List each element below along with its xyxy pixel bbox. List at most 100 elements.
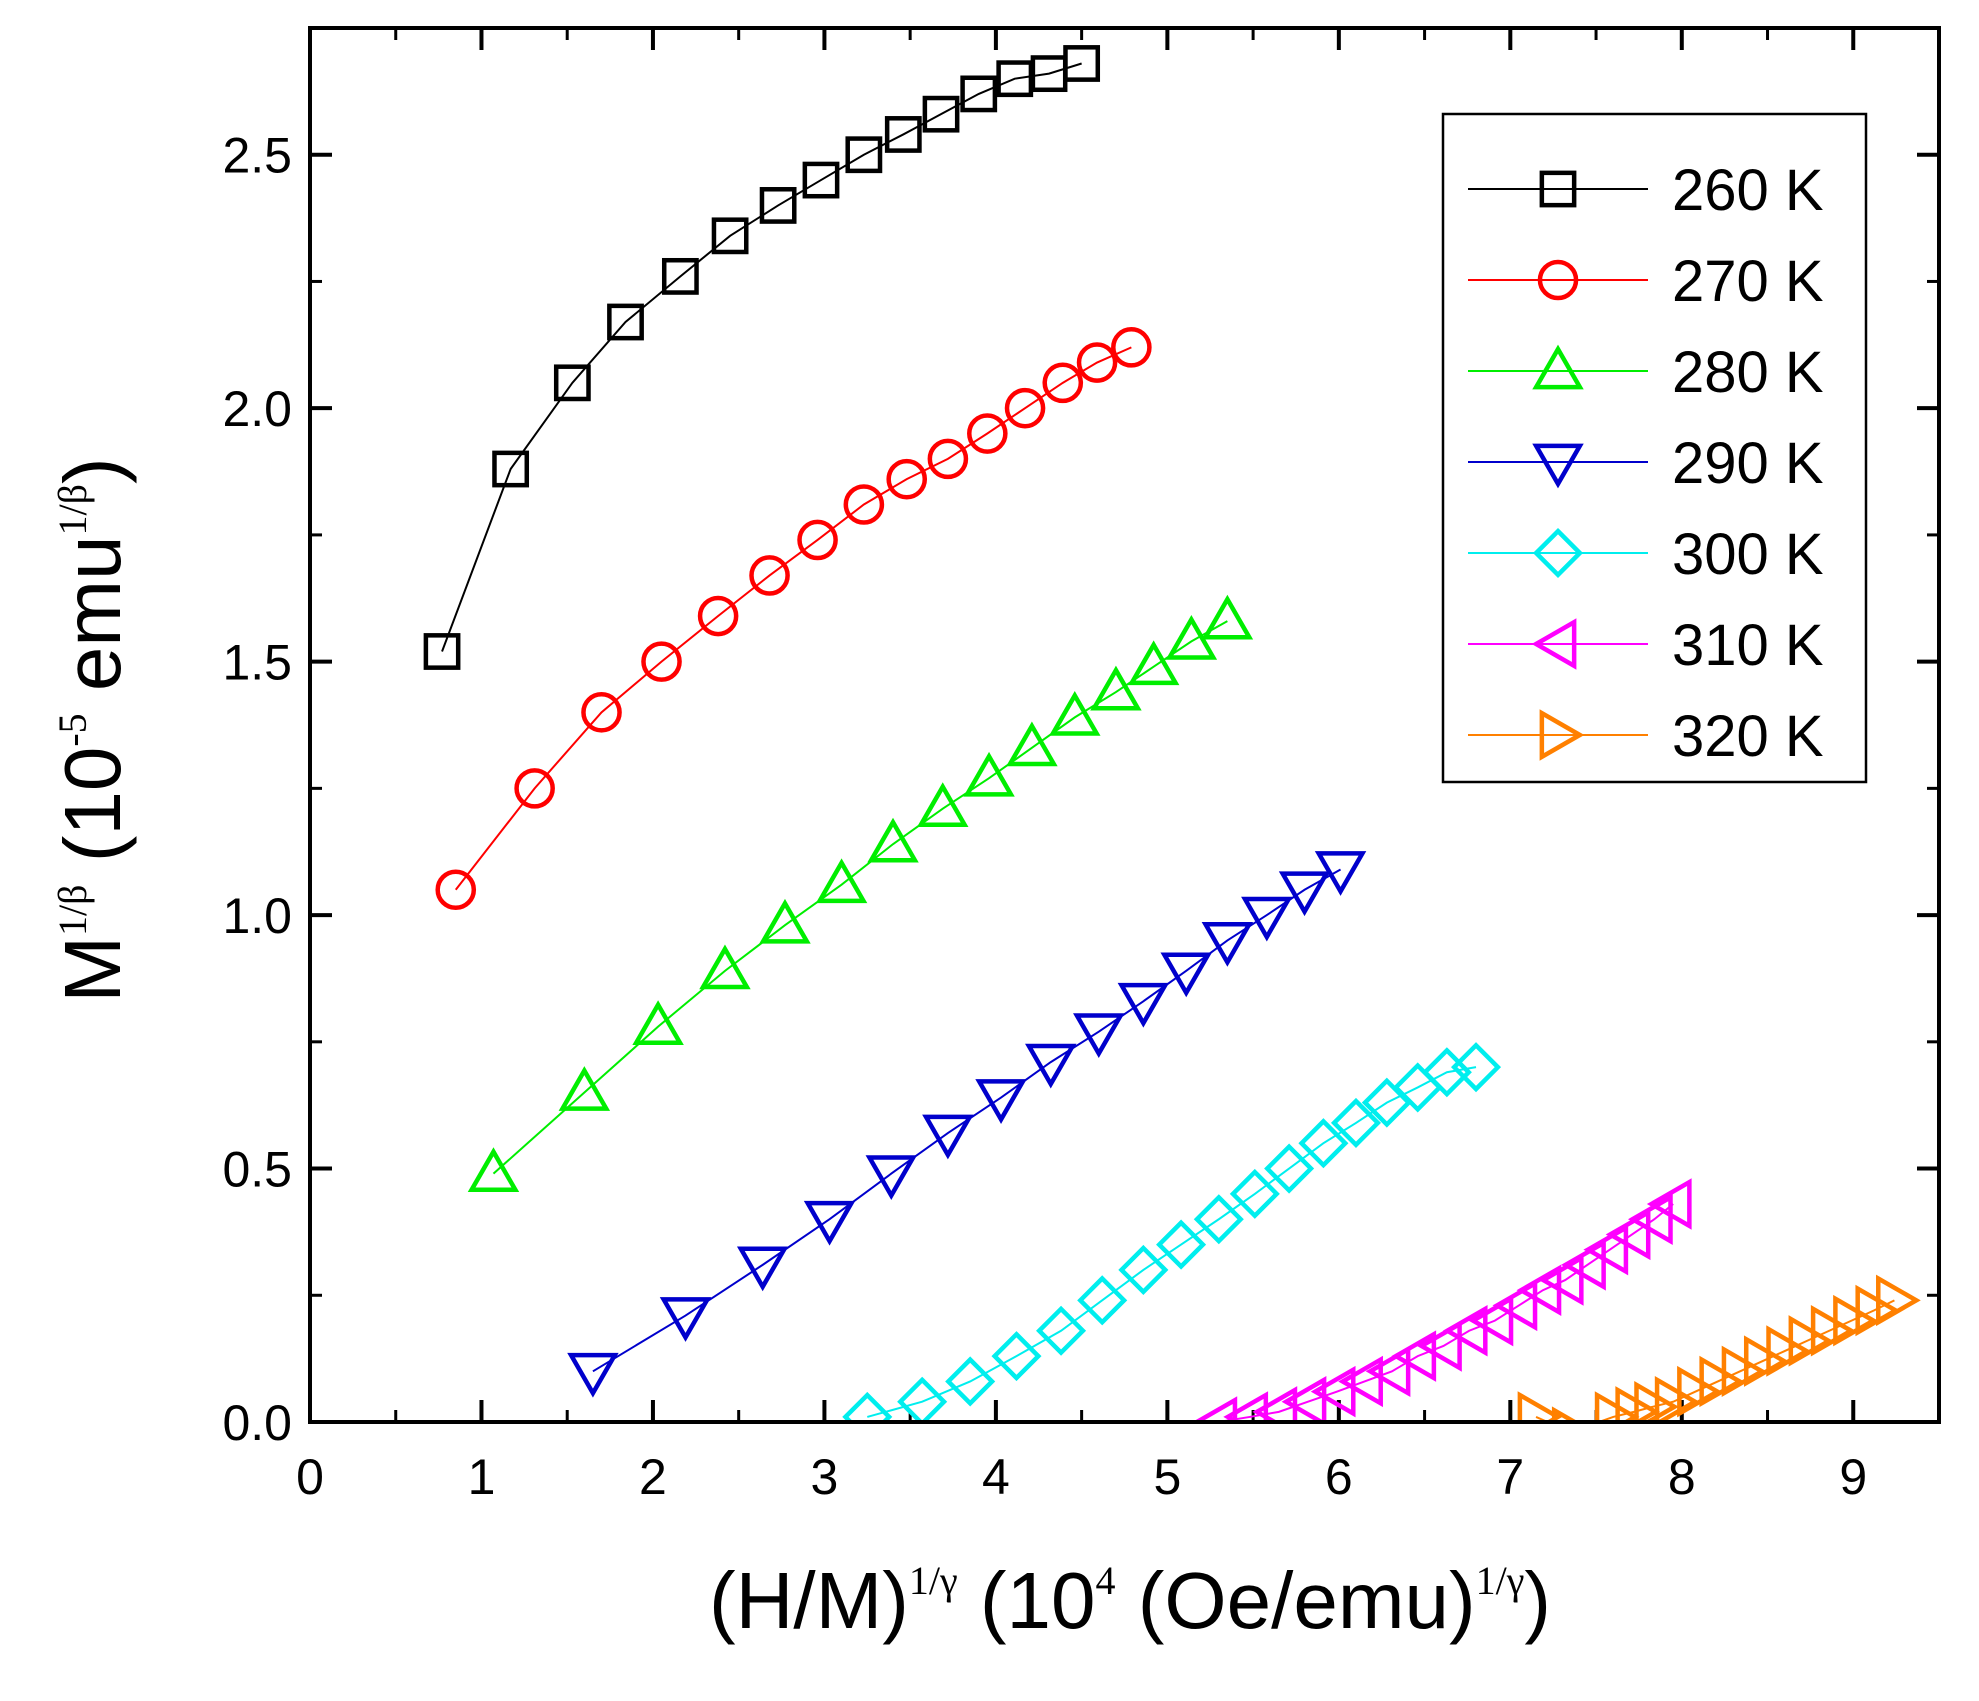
data-point bbox=[1036, 1305, 1087, 1356]
data-point bbox=[1193, 1194, 1244, 1245]
data-point bbox=[1338, 1355, 1383, 1408]
data-point bbox=[1391, 1330, 1437, 1382]
x-tick-label: 8 bbox=[1668, 1449, 1696, 1505]
data-point bbox=[991, 1331, 1042, 1382]
legend-marker bbox=[1539, 170, 1577, 208]
series-320-k bbox=[1517, 1274, 1921, 1422]
data-point bbox=[492, 450, 530, 488]
legend-item: 290 K bbox=[1468, 431, 1824, 496]
data-point bbox=[1111, 327, 1152, 368]
data-point bbox=[1117, 982, 1170, 1028]
data-point bbox=[581, 692, 622, 733]
data-point bbox=[736, 1246, 789, 1292]
data-point bbox=[514, 768, 555, 809]
legend-label: 290 K bbox=[1672, 431, 1824, 496]
legend-marker bbox=[1532, 443, 1584, 489]
series-300-k bbox=[842, 1042, 1502, 1422]
data-point bbox=[1025, 1043, 1077, 1089]
data-point bbox=[1646, 1178, 1692, 1230]
data-point bbox=[1492, 1279, 1538, 1332]
data-point bbox=[897, 1376, 948, 1422]
data-point bbox=[558, 1066, 611, 1111]
data-point bbox=[1605, 1208, 1651, 1261]
legend-label: 270 K bbox=[1672, 249, 1824, 314]
series-line bbox=[1218, 1203, 1674, 1422]
y-tick-label: 0.0 bbox=[222, 1395, 292, 1451]
data-point bbox=[467, 1147, 520, 1193]
data-point bbox=[553, 364, 591, 402]
x-tick-label: 2 bbox=[639, 1449, 667, 1505]
x-tick-label: 6 bbox=[1325, 1449, 1353, 1505]
data-point bbox=[567, 1352, 619, 1398]
data-point bbox=[884, 116, 922, 153]
data-point bbox=[1468, 1294, 1514, 1347]
x-axis-label: (H/M)1/γ (104 (Oe/emu)1/γ) bbox=[709, 1556, 1551, 1645]
legend-item: 300 K bbox=[1468, 522, 1824, 587]
tick-labels: 0 1 2 3 4 5 6 7 8 9 0.0 0.5 1.0 1.5 2.0 2.5 bbox=[222, 128, 1867, 1505]
y-tick-label: 0.5 bbox=[222, 1142, 292, 1198]
data-point bbox=[1421, 1047, 1472, 1098]
series-310-k bbox=[1192, 1178, 1692, 1422]
legend-item: 260 K bbox=[1468, 158, 1824, 223]
data-point bbox=[1192, 1396, 1238, 1422]
data-point bbox=[1076, 342, 1118, 383]
data-point bbox=[963, 751, 1015, 797]
data-point bbox=[1788, 1315, 1834, 1367]
data-point bbox=[1517, 1391, 1563, 1422]
data-point bbox=[1049, 691, 1101, 736]
data-point bbox=[1073, 1013, 1125, 1059]
legend-item: 280 K bbox=[1468, 340, 1824, 405]
legend: 260 K 270 K 280 K 290 K 300 K 310 K 320 K bbox=[1441, 112, 1868, 784]
data-point bbox=[1201, 922, 1254, 967]
data-point bbox=[1450, 1042, 1502, 1093]
data-point bbox=[916, 782, 969, 828]
data-point bbox=[1229, 1168, 1280, 1219]
series-260-k bbox=[423, 45, 1101, 670]
legend-item: 310 K bbox=[1468, 613, 1824, 678]
data-point bbox=[659, 1297, 712, 1342]
data-point bbox=[797, 519, 838, 561]
series-line bbox=[441, 62, 1082, 652]
data-point bbox=[1004, 387, 1046, 429]
data-point bbox=[1278, 871, 1331, 917]
legend-label: 280 K bbox=[1672, 340, 1824, 405]
x-tick-label: 3 bbox=[811, 1449, 839, 1505]
data-point bbox=[1252, 1386, 1298, 1422]
data-point bbox=[1876, 1274, 1921, 1327]
legend-label: 300 K bbox=[1672, 522, 1824, 587]
x-tick-label: 9 bbox=[1839, 1449, 1867, 1505]
data-point bbox=[697, 595, 739, 637]
legend-label: 260 K bbox=[1672, 158, 1824, 223]
x-tick-label: 0 bbox=[296, 1449, 324, 1505]
data-point bbox=[1442, 1305, 1488, 1357]
data-point bbox=[1241, 896, 1293, 942]
series-270-k bbox=[435, 327, 1152, 911]
data-point bbox=[1766, 1325, 1812, 1377]
data-point bbox=[1743, 1335, 1789, 1387]
legend-marker bbox=[1537, 259, 1579, 301]
data-point bbox=[842, 1391, 893, 1422]
y-axis-label: M1/β (10-5 emu1/β) bbox=[48, 457, 137, 1002]
data-point bbox=[1677, 1365, 1722, 1418]
data-point bbox=[1538, 1254, 1584, 1306]
y-tick-label: 2.5 bbox=[222, 128, 292, 184]
legend-marker bbox=[1532, 344, 1584, 390]
data-point bbox=[867, 817, 919, 863]
data-point bbox=[922, 95, 960, 133]
legend-item: 320 K bbox=[1468, 704, 1824, 769]
data-point bbox=[1699, 1355, 1745, 1408]
data-point bbox=[1810, 1305, 1856, 1357]
data-point bbox=[886, 458, 928, 500]
series-line bbox=[454, 346, 1132, 891]
data-point bbox=[1118, 1244, 1169, 1295]
legend-marker bbox=[1531, 618, 1577, 670]
data-point bbox=[661, 257, 699, 295]
data-point bbox=[1160, 952, 1212, 998]
series-line bbox=[492, 620, 1228, 1175]
data-point bbox=[1042, 362, 1084, 404]
data-point bbox=[1281, 1375, 1327, 1422]
data-point bbox=[759, 187, 797, 224]
data-point bbox=[1721, 1345, 1767, 1398]
legend-label: 310 K bbox=[1672, 613, 1824, 678]
data-point bbox=[423, 633, 461, 670]
